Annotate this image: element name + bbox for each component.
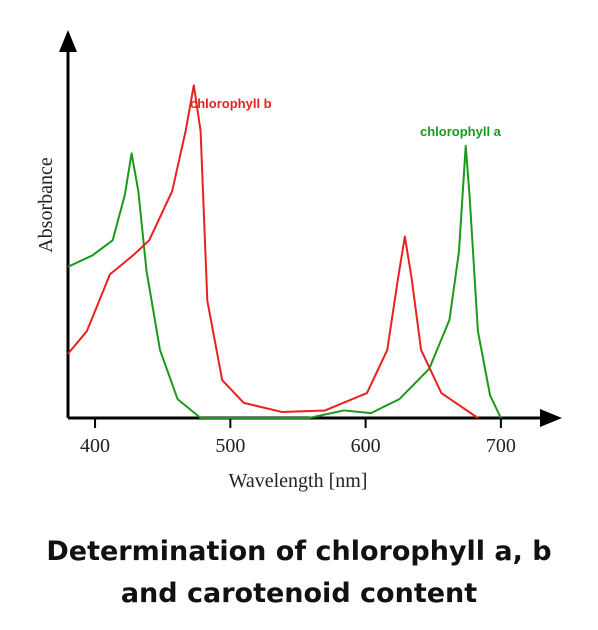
- x-axis-arrow: [540, 409, 562, 427]
- caption-line: Determination of chlorophyll a, b: [46, 536, 551, 567]
- x-tick-label: 600: [351, 435, 381, 457]
- series-line: [67, 144, 502, 419]
- series-label: chlorophyll a: [420, 124, 502, 139]
- x-axis-label: Wavelength [nm]: [229, 470, 368, 492]
- caption-line: and carotenoid content: [121, 578, 477, 609]
- series-line: [67, 84, 479, 419]
- series-label: chlorophyll b: [190, 96, 272, 111]
- x-tick-label: 700: [486, 435, 516, 457]
- x-tick-label: 400: [80, 435, 110, 457]
- y-axis-arrow: [59, 30, 77, 52]
- y-axis-label: Absorbance: [35, 157, 57, 253]
- x-tick-label: 500: [215, 435, 245, 457]
